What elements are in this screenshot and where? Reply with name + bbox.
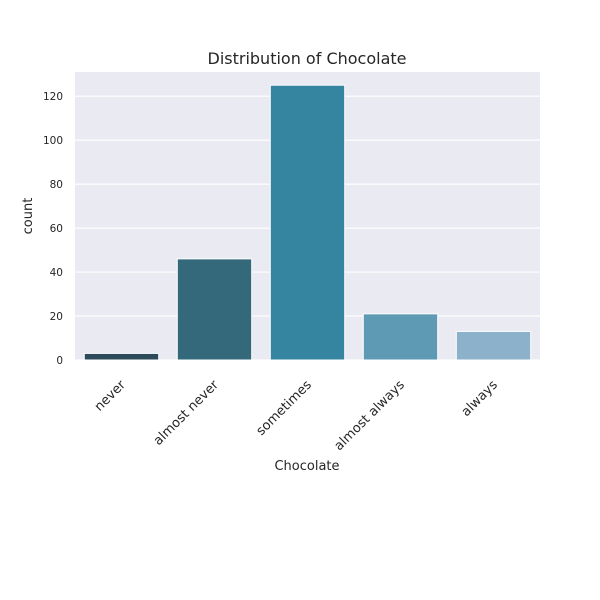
chart-title: Distribution of Chocolate bbox=[208, 49, 407, 68]
bars bbox=[83, 84, 532, 361]
y-tick-label: 40 bbox=[50, 267, 63, 279]
bar-almost-never bbox=[176, 258, 253, 361]
y-axis-ticks: 0 20 40 60 80 100 120 bbox=[43, 91, 63, 367]
x-tick-label: almost never bbox=[151, 377, 223, 449]
y-tick-label: 80 bbox=[50, 179, 63, 191]
y-tick-label: 60 bbox=[50, 223, 63, 235]
y-tick-label: 100 bbox=[43, 135, 63, 147]
x-tick-label: sometimes bbox=[254, 377, 315, 438]
x-tick-label: never bbox=[92, 377, 129, 414]
y-tick-label: 20 bbox=[50, 311, 63, 323]
bar-always bbox=[455, 330, 532, 361]
bar-never bbox=[83, 352, 160, 361]
y-tick-label: 120 bbox=[43, 91, 63, 103]
y-axis-label: count bbox=[21, 198, 36, 235]
x-axis-ticks: never almost never sometimes almost always a… bbox=[92, 377, 501, 454]
bar-sometimes bbox=[269, 84, 346, 361]
x-tick-label: almost always bbox=[332, 377, 408, 453]
y-tick-label: 0 bbox=[56, 355, 63, 367]
bar-almost-always bbox=[362, 313, 439, 361]
x-axis-label: Chocolate bbox=[274, 459, 339, 474]
x-tick-label: always bbox=[459, 377, 501, 419]
